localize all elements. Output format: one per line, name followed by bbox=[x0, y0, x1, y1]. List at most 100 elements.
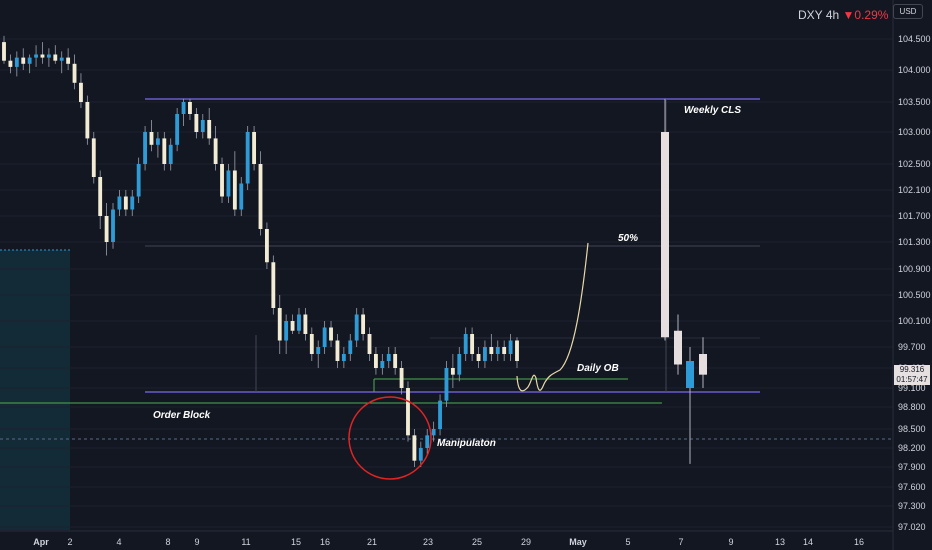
candle-body bbox=[386, 354, 391, 361]
time-tick-label: 13 bbox=[775, 537, 785, 547]
price-tick-label: 98.500 bbox=[898, 424, 926, 434]
mid-50-label: 50% bbox=[618, 233, 638, 244]
candle-body bbox=[508, 340, 513, 354]
time-tick-label: May bbox=[569, 537, 587, 547]
candle-body bbox=[104, 216, 109, 242]
candle-body bbox=[515, 340, 519, 361]
time-tick-label: 5 bbox=[625, 537, 630, 547]
candle-body bbox=[425, 435, 430, 448]
candle-body bbox=[502, 347, 507, 354]
candle-body bbox=[297, 314, 301, 331]
candle-body bbox=[53, 54, 58, 61]
candle-body bbox=[194, 114, 199, 132]
price-tick-label: 97.020 bbox=[898, 522, 926, 532]
candle-body bbox=[2, 42, 6, 61]
candle-body bbox=[252, 132, 257, 164]
candle-body bbox=[431, 429, 436, 436]
candle-body bbox=[117, 196, 122, 210]
weekly-candle-series bbox=[661, 98, 707, 464]
candle-body bbox=[239, 183, 244, 210]
candle-body bbox=[470, 334, 475, 354]
candle-body bbox=[393, 354, 398, 368]
candle-body bbox=[91, 138, 96, 177]
candle-body bbox=[284, 321, 289, 341]
candle-body bbox=[322, 327, 327, 347]
candle-body bbox=[476, 354, 481, 361]
price-change: ▼0.29% bbox=[842, 8, 889, 22]
candle-body bbox=[46, 54, 51, 58]
candle-body bbox=[149, 132, 154, 145]
candle-body bbox=[175, 114, 180, 145]
candle-body bbox=[277, 308, 282, 341]
candle-body bbox=[380, 361, 385, 368]
price-tick-label: 100.500 bbox=[898, 290, 931, 300]
order-block-label: Order Block bbox=[153, 410, 211, 421]
candle-body bbox=[213, 138, 218, 164]
candle-body bbox=[123, 196, 128, 210]
candle-body bbox=[495, 347, 500, 354]
price-tick-label: 99.100 bbox=[898, 383, 926, 393]
candle-body bbox=[207, 120, 212, 139]
price-tick-label: 99.700 bbox=[898, 342, 926, 352]
candle-body bbox=[155, 138, 160, 145]
candle-body bbox=[168, 144, 173, 164]
price-tick-label: 104.500 bbox=[898, 34, 931, 44]
candle-body bbox=[418, 448, 423, 461]
currency-button[interactable]: USD bbox=[893, 4, 923, 19]
price-tick-label: 101.700 bbox=[898, 211, 931, 221]
price-tick-label: 102.500 bbox=[898, 159, 931, 169]
candle-body bbox=[483, 347, 487, 361]
candle-body bbox=[66, 57, 71, 64]
candlestick-series bbox=[2, 35, 519, 467]
price-tick-label: 97.300 bbox=[898, 501, 926, 511]
price-tick-label: 103.500 bbox=[898, 97, 931, 107]
price-tick-label: 103.000 bbox=[898, 127, 931, 137]
candle-body bbox=[226, 170, 231, 197]
time-tick-label: 8 bbox=[165, 537, 170, 547]
candle-body bbox=[200, 120, 205, 132]
bar-countdown: 01:57:47 bbox=[896, 375, 928, 384]
price-tick-label: 98.200 bbox=[898, 443, 926, 453]
candle-body bbox=[98, 177, 103, 216]
candle-body bbox=[130, 196, 135, 210]
time-tick-label: 14 bbox=[803, 537, 813, 547]
price-tick-label: 104.000 bbox=[898, 65, 931, 75]
candle-body bbox=[374, 354, 378, 368]
timeframe: 4h bbox=[825, 8, 840, 22]
candle-body bbox=[438, 400, 442, 429]
candle-body bbox=[450, 368, 455, 375]
time-tick-label: 16 bbox=[320, 537, 330, 547]
candle-body bbox=[14, 57, 19, 67]
projection-path bbox=[516, 242, 589, 392]
price-tick-label: 101.300 bbox=[898, 237, 931, 247]
weekly-candle-body bbox=[661, 132, 669, 338]
weekly-cls-label: Weekly CLS bbox=[684, 105, 741, 116]
price-tick-label: 98.800 bbox=[898, 402, 926, 412]
candle-body bbox=[303, 314, 308, 334]
time-tick-label: 11 bbox=[241, 537, 250, 547]
time-tick-label: 16 bbox=[854, 537, 864, 547]
candle-body bbox=[258, 164, 263, 229]
time-tick-label: 15 bbox=[291, 537, 301, 547]
candle-body bbox=[111, 209, 115, 242]
candle-body bbox=[329, 327, 333, 341]
candle-body bbox=[40, 54, 45, 58]
price-tick-label: 100.100 bbox=[898, 316, 931, 326]
candle-body bbox=[188, 102, 192, 114]
manipulation-label: Manipulaton bbox=[437, 438, 496, 449]
price-axis[interactable]: 97.020 97.300 97.600 97.900 98.200 98.500 98.8… bbox=[898, 34, 931, 532]
last-price-tag: 99.316 01:57:47 bbox=[894, 365, 930, 385]
candle-body bbox=[72, 63, 77, 83]
candle-body bbox=[290, 321, 295, 331]
candle-body bbox=[264, 229, 269, 263]
candle-body bbox=[245, 132, 250, 184]
candle-body bbox=[85, 102, 90, 139]
time-tick-label: 29 bbox=[521, 537, 531, 547]
candle-body bbox=[232, 170, 237, 210]
candle-body bbox=[136, 164, 141, 197]
time-tick-label: 23 bbox=[423, 537, 433, 547]
candle-body bbox=[59, 57, 64, 61]
time-axis[interactable]: Apr 2 4 8 9 11 15 16 21 23 25 29 May 5 7 9 13 14 16 bbox=[33, 537, 864, 547]
